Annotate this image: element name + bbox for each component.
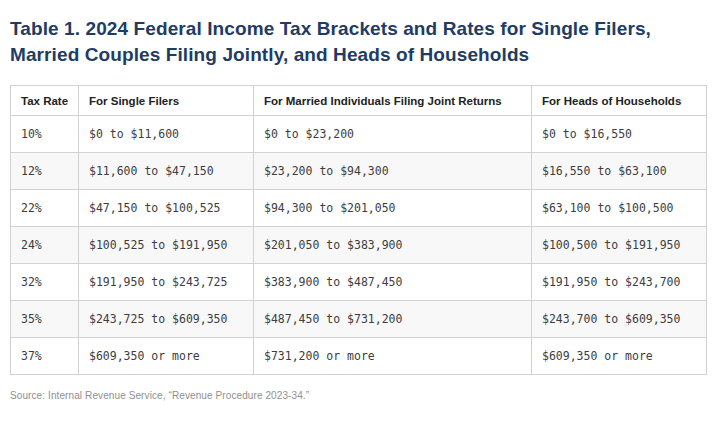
table-cell: $94,300 to $201,050	[254, 190, 532, 227]
table-cell: 12%	[11, 153, 79, 190]
table-cell: 24%	[11, 227, 79, 264]
table-cell: $0 to $16,550	[532, 116, 707, 153]
table-cell: $201,050 to $383,900	[254, 227, 532, 264]
column-header: For Heads of Households	[532, 86, 707, 116]
table-cell: $243,725 to $609,350	[79, 301, 254, 338]
table-cell: $63,100 to $100,500	[532, 190, 707, 227]
table-cell: $16,550 to $63,100	[532, 153, 707, 190]
table-cell: $191,950 to $243,700	[532, 264, 707, 301]
table-cell: $100,525 to $191,950	[79, 227, 254, 264]
table-cell: $11,600 to $47,150	[79, 153, 254, 190]
figure-title: Table 1. 2024 Federal Income Tax Bracket…	[10, 16, 682, 68]
table-row: 37%$609,350 or more$731,200 or more$609,…	[11, 338, 707, 375]
table-row: 12%$11,600 to $47,150$23,200 to $94,300$…	[11, 153, 707, 190]
table-row: 24%$100,525 to $191,950$201,050 to $383,…	[11, 227, 707, 264]
table-cell: $383,900 to $487,450	[254, 264, 532, 301]
table-row: 32%$191,950 to $243,725$383,900 to $487,…	[11, 264, 707, 301]
column-header: For Married Individuals Filing Joint Ret…	[254, 86, 532, 116]
table-cell: $0 to $23,200	[254, 116, 532, 153]
table-cell: $731,200 or more	[254, 338, 532, 375]
table-cell: $191,950 to $243,725	[79, 264, 254, 301]
header-row: Tax RateFor Single FilersFor Married Ind…	[11, 86, 707, 116]
table-cell: $23,200 to $94,300	[254, 153, 532, 190]
tax-brackets-table: Tax RateFor Single FilersFor Married Ind…	[10, 85, 707, 375]
table-cell: $47,150 to $100,525	[79, 190, 254, 227]
table-cell: 35%	[11, 301, 79, 338]
table-cell: $487,450 to $731,200	[254, 301, 532, 338]
table-cell: $609,350 or more	[532, 338, 707, 375]
table-cell: 32%	[11, 264, 79, 301]
table-cell: $0 to $11,600	[79, 116, 254, 153]
table-cell: 37%	[11, 338, 79, 375]
column-header: For Single Filers	[79, 86, 254, 116]
column-header: Tax Rate	[11, 86, 79, 116]
source-note: Source: Internal Revenue Service, “Reven…	[10, 390, 710, 401]
table-cell: 22%	[11, 190, 79, 227]
table-cell: 10%	[11, 116, 79, 153]
table-cell: $609,350 or more	[79, 338, 254, 375]
table-row: 22%$47,150 to $100,525$94,300 to $201,05…	[11, 190, 707, 227]
table-row: 35%$243,725 to $609,350$487,450 to $731,…	[11, 301, 707, 338]
table-body: 10%$0 to $11,600$0 to $23,200$0 to $16,5…	[11, 116, 707, 375]
table-cell: $100,500 to $191,950	[532, 227, 707, 264]
tax-brackets-figure: Table 1. 2024 Federal Income Tax Bracket…	[0, 0, 720, 447]
table-row: 10%$0 to $11,600$0 to $23,200$0 to $16,5…	[11, 116, 707, 153]
table-cell: $243,700 to $609,350	[532, 301, 707, 338]
